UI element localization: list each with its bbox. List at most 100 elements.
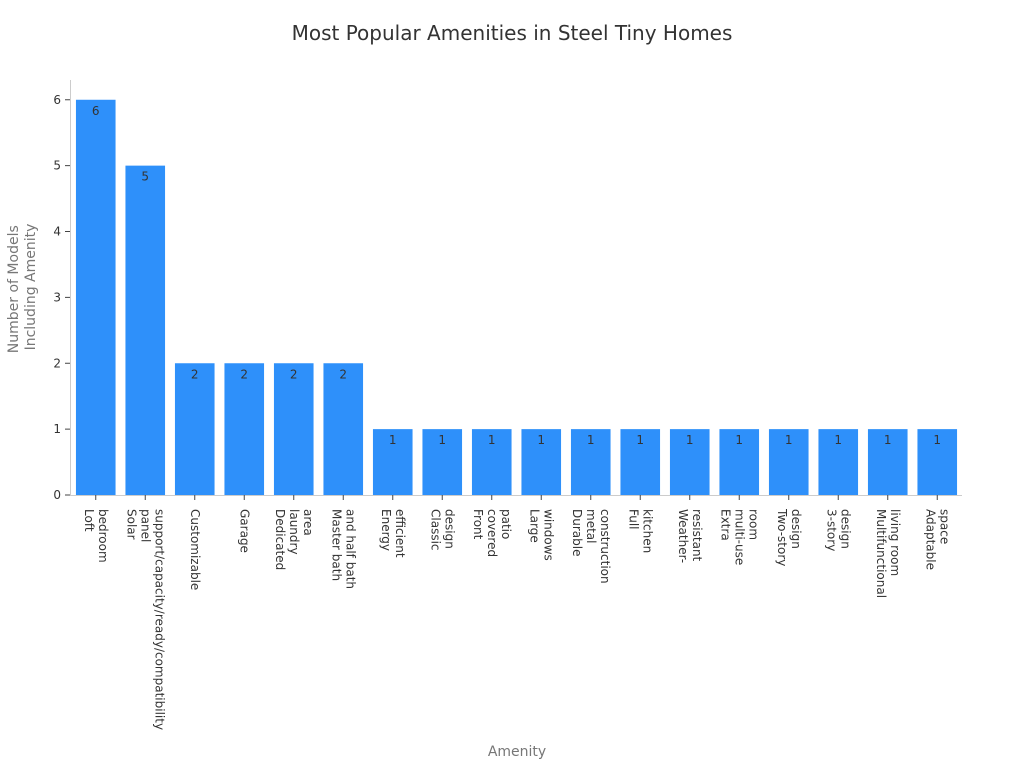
x-tick-label: Loft bedroom — [82, 509, 110, 563]
x-tick-label-line: Two-story — [775, 508, 789, 566]
bar-value-label: 1 — [884, 433, 892, 447]
bars — [75, 99, 958, 495]
x-tick-label-line: patio — [499, 509, 513, 539]
x-tick-label-line: design — [442, 509, 456, 549]
bar-value-label: 2 — [290, 367, 298, 381]
bar — [719, 429, 760, 495]
x-tick-label-line: Customizable — [188, 509, 202, 590]
bar — [620, 429, 661, 495]
x-tick-label: Solar panel support/capacity/ready/compati… — [124, 509, 166, 730]
x-tick-label-line: Large — [527, 509, 541, 543]
bar — [125, 165, 166, 495]
x-tick-label: Large windows — [527, 509, 555, 561]
x-tick-label-line: space — [937, 509, 951, 544]
x-tick-label-line: Classic — [428, 509, 442, 551]
x-tick-label-line: resistant — [690, 509, 704, 562]
x-tick-label: Extra multi-use room — [718, 509, 760, 565]
bar — [917, 429, 958, 495]
x-tick-label-line: Solar — [124, 509, 138, 540]
chart-title: Most Popular Amenities in Steel Tiny Hom… — [292, 21, 733, 45]
x-tick-label-line: metal — [584, 509, 598, 543]
bar-value-label: 6 — [92, 104, 100, 118]
x-tick-label-line: bedroom — [96, 509, 110, 563]
bar-value-label: 1 — [735, 433, 743, 447]
x-tick-label-line: Full — [626, 509, 640, 530]
y-tick-label: 2 — [53, 356, 61, 370]
bar — [323, 363, 364, 495]
x-tick-label-line: design — [838, 509, 852, 549]
x-tick-label-line: multi-use — [732, 509, 746, 565]
bar-value-label: 1 — [438, 433, 446, 447]
x-tick-label-line: Multifunctional — [874, 509, 888, 598]
x-tick-label-line: living room — [888, 509, 902, 576]
y-tick-label: 0 — [53, 488, 61, 502]
bar — [224, 363, 265, 495]
x-tick-label-line: panel — [138, 509, 152, 542]
x-tick-label-line: design — [789, 509, 803, 549]
x-tick-label: Adaptable space — [923, 509, 951, 570]
bar-value-label: 1 — [587, 433, 595, 447]
x-tick-label-line: and half bath — [343, 509, 357, 589]
x-tick-label: Classic design — [428, 509, 456, 551]
bar — [768, 429, 809, 495]
x-axis-title: Amenity — [488, 744, 546, 760]
x-tick-label-line: construction — [598, 509, 612, 584]
y-tick-label: 4 — [53, 225, 61, 239]
bar-value-label: 1 — [636, 433, 644, 447]
bar-value-label: 1 — [933, 433, 941, 447]
bar — [273, 363, 314, 495]
x-tick-label-line: Weather- — [676, 509, 690, 563]
x-tick-label: Customizable — [188, 509, 202, 590]
bar — [867, 429, 908, 495]
x-tick-label-line: laundry — [287, 509, 301, 555]
x-tick-label-line: Loft — [82, 509, 96, 532]
x-tick-label-line: windows — [541, 509, 555, 561]
bar — [471, 429, 512, 495]
x-tick-label-line: Front — [471, 509, 485, 540]
bar-value-label: 2 — [339, 367, 347, 381]
x-tick-label-line: Extra — [718, 509, 732, 541]
bar — [669, 429, 710, 495]
bar — [75, 99, 116, 495]
x-tick-label: Durable metal construction — [570, 509, 612, 584]
x-tick-label-line: kitchen — [640, 509, 654, 553]
bar-value-label: 1 — [686, 433, 694, 447]
x-tick-label-line: 3-story — [824, 509, 838, 551]
bar — [422, 429, 463, 495]
x-tick-label: Dedicated laundry area — [273, 509, 315, 570]
x-tick-label: Front covered patio — [471, 509, 513, 557]
x-tick-label-line: Master bath — [329, 509, 343, 581]
x-tick-label: Multifunctional living room — [874, 509, 902, 598]
y-tick-label: 1 — [53, 422, 61, 436]
x-tick-label: Full kitchen — [626, 509, 654, 553]
x-tick-label-line: Durable — [570, 509, 584, 556]
x-tick-label: Two-story design — [775, 508, 803, 566]
y-axis-title-line-1: Number of Models — [6, 225, 22, 353]
bar-value-label: 5 — [141, 170, 149, 184]
x-axis-ticks: Loft bedroom Solar panel support/capacity/re… — [82, 495, 951, 730]
bar — [521, 429, 562, 495]
x-tick-label: Master bath and half bath — [329, 509, 357, 589]
y-tick-label: 6 — [53, 93, 61, 107]
x-tick-label: Garage — [237, 509, 251, 553]
y-axis-title: Number of Models Including Amenity — [6, 221, 39, 353]
x-tick-label-line: Dedicated — [273, 509, 287, 570]
bar-value-label: 1 — [488, 433, 496, 447]
y-axis-ticks: 0 1 2 3 4 5 6 — [53, 93, 70, 502]
bar — [570, 429, 611, 495]
bar-value-label: 1 — [537, 433, 545, 447]
bar-value-labels: 6 5 2 2 2 2 1 1 1 1 1 1 1 1 1 1 1 1 — [92, 104, 941, 447]
bar-value-label: 1 — [389, 433, 397, 447]
y-tick-label: 5 — [53, 159, 61, 173]
bar-value-label: 1 — [785, 433, 793, 447]
x-tick-label-line: support/capacity/ready/compatibility — [152, 509, 166, 730]
x-tick-label-line: covered — [485, 509, 499, 557]
x-tick-label-line: Garage — [237, 509, 251, 553]
bar-value-label: 2 — [240, 367, 248, 381]
y-tick-label: 3 — [53, 290, 61, 304]
x-tick-label-line: room — [746, 509, 760, 540]
x-tick-label: Weather-resistant — [676, 509, 704, 563]
x-tick-label-line: Adaptable — [923, 509, 937, 570]
y-axis-title-line-2: Including Amenity — [23, 224, 39, 351]
